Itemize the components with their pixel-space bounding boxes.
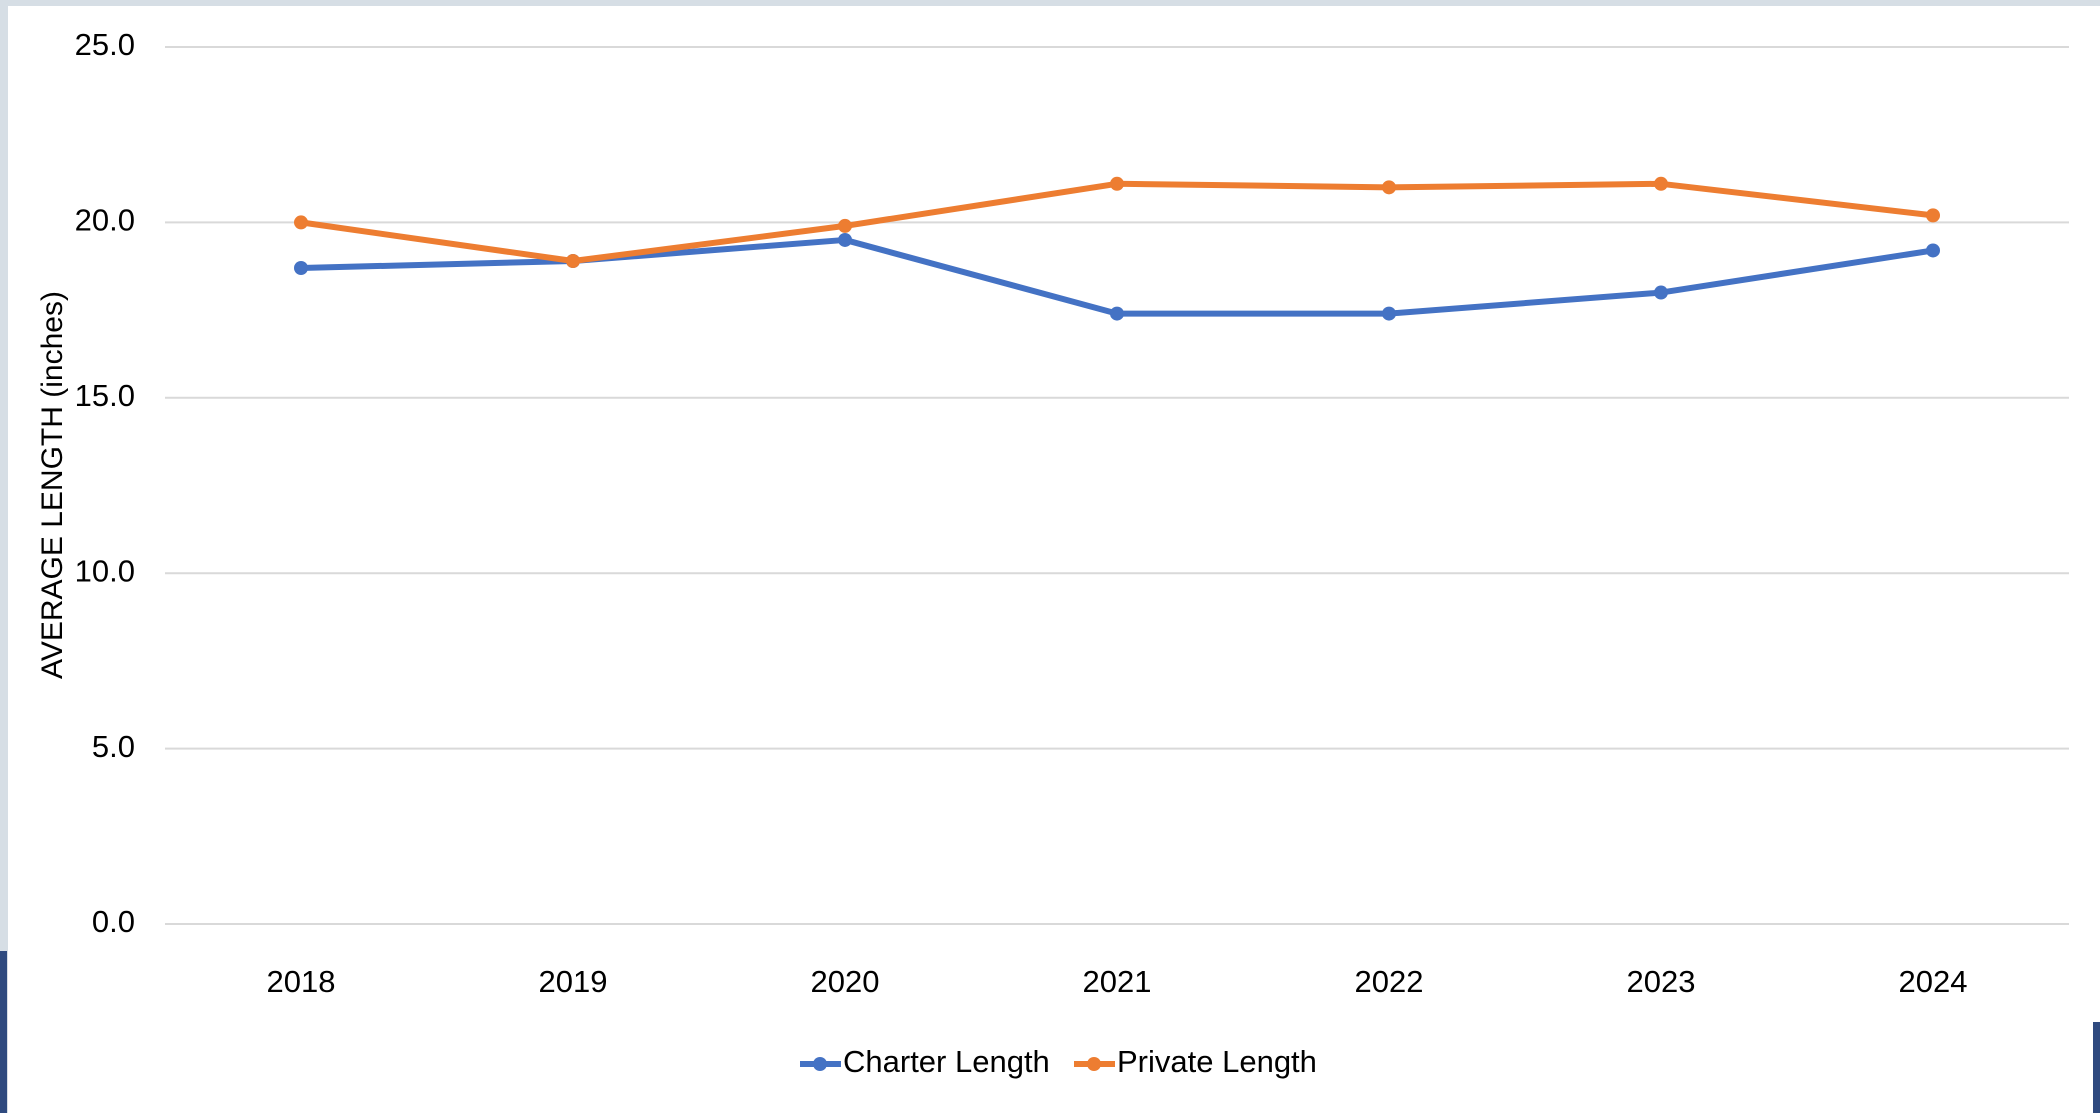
series-marker [1654, 285, 1668, 300]
x-tick-label: 2022 [1355, 964, 1424, 999]
frame-edge [2093, 1022, 2100, 1113]
y-tick-label: 0.0 [92, 904, 135, 939]
x-tick-label: 2018 [267, 964, 336, 999]
y-tick-label: 15.0 [75, 378, 135, 413]
x-tick-label: 2019 [539, 964, 608, 999]
y-tick-label: 10.0 [75, 553, 135, 588]
series-marker [1382, 306, 1396, 321]
legend-marker [813, 1057, 827, 1071]
x-tick-label: 2021 [1083, 964, 1152, 999]
y-tick-label: 20.0 [75, 203, 135, 238]
y-tick-label: 25.0 [75, 27, 135, 62]
x-tick-label: 2020 [811, 964, 880, 999]
y-tick-label: 5.0 [92, 729, 135, 764]
frame-edge [0, 951, 7, 1113]
legend-label: Charter Length [843, 1044, 1050, 1079]
legend-marker [1087, 1057, 1101, 1071]
legend-label: Private Length [1117, 1044, 1317, 1079]
series-marker [1382, 180, 1396, 195]
y-axis-label: AVERAGE LENGTH (inches) [36, 291, 69, 679]
series-marker [838, 232, 852, 247]
chart-background [8, 6, 2100, 1113]
series-marker [1926, 208, 1940, 223]
series-marker [1654, 176, 1668, 191]
series-marker [838, 218, 852, 233]
series-marker [1110, 176, 1124, 191]
series-marker [566, 253, 580, 268]
series-marker [1926, 243, 1940, 258]
series-marker [294, 215, 308, 230]
x-tick-label: 2024 [1899, 964, 1968, 999]
series-marker [294, 261, 308, 276]
x-tick-label: 2023 [1627, 964, 1696, 999]
series-marker [1110, 306, 1124, 321]
